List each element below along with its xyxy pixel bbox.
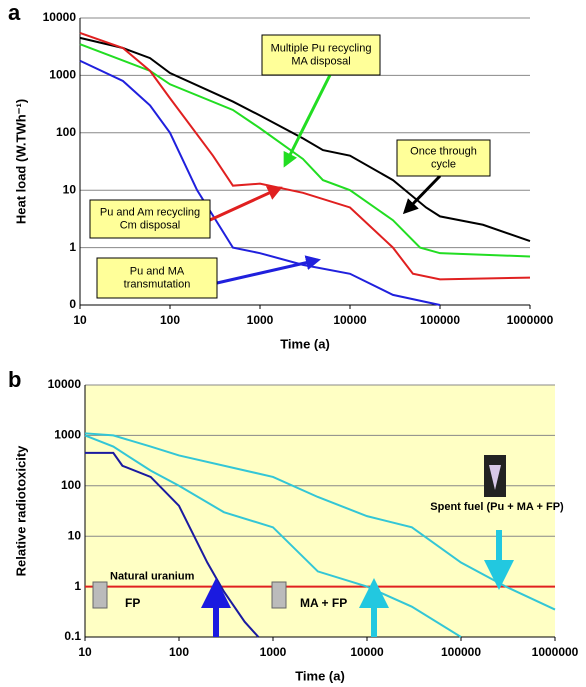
y-tick-label: 10 xyxy=(68,528,82,542)
x-tick-label: 10 xyxy=(73,313,87,327)
annotation-text: transmutation xyxy=(124,278,191,290)
series-line xyxy=(79,36,531,243)
annotation-arrow xyxy=(283,74,332,168)
fuel-icon xyxy=(92,581,108,609)
series-label: MA + FP xyxy=(300,596,347,610)
x-tick-label: 100000 xyxy=(441,645,481,659)
y-tick-label: 10000 xyxy=(43,10,77,24)
y-tick-label: 0 xyxy=(69,297,76,311)
fuel-icon xyxy=(271,581,287,609)
y-tick-label: 1 xyxy=(74,579,81,593)
x-tick-label: 1000 xyxy=(260,645,287,659)
x-tick-label: 100 xyxy=(160,313,180,327)
y-tick-label: 10 xyxy=(63,182,77,196)
series-line xyxy=(85,451,260,638)
x-tick-label: 10 xyxy=(78,645,92,659)
x-axis-label: Time (a) xyxy=(280,336,330,351)
series-line xyxy=(84,432,556,611)
x-tick-label: 100000 xyxy=(420,313,460,327)
x-tick-label: 1000000 xyxy=(507,313,554,327)
annotation-arrow xyxy=(209,186,283,222)
annotation-text: Pu and Am recycling xyxy=(100,206,200,218)
y-axis-label: Heat load (W.TWh⁻¹) xyxy=(13,99,28,224)
series-label: FP xyxy=(125,596,140,610)
y-tick-label: 0.1 xyxy=(64,629,81,643)
x-tick-label: 1000000 xyxy=(532,645,579,659)
series-line xyxy=(84,434,462,638)
annotation-box xyxy=(261,34,381,76)
y-tick-label: 100 xyxy=(61,478,81,492)
annotation-box xyxy=(96,257,218,299)
x-tick-label: 10000 xyxy=(350,645,384,659)
annotation-box xyxy=(89,199,211,239)
fuel-icon-glow xyxy=(489,465,501,490)
series-line xyxy=(79,59,441,306)
series-line xyxy=(79,43,531,258)
annotation-arrow xyxy=(402,174,442,215)
panel-label: a xyxy=(8,0,21,25)
annotation-text: Pu and MA xyxy=(130,265,185,277)
panel-label: b xyxy=(8,367,21,392)
x-axis-label: Time (a) xyxy=(295,668,345,683)
reference-label: Natural uranium xyxy=(110,571,195,583)
x-tick-label: 100 xyxy=(169,645,189,659)
y-tick-label: 1000 xyxy=(49,68,76,82)
y-tick-label: 1 xyxy=(69,240,76,254)
series-line xyxy=(79,31,531,281)
y-tick-label: 10000 xyxy=(48,377,82,391)
y-tick-label: 1000 xyxy=(54,428,81,442)
annotation-arrow xyxy=(216,255,321,285)
annotation-text: Multiple Pu recycling xyxy=(271,42,372,54)
annotation-text: cycle xyxy=(431,158,456,170)
annotation-box xyxy=(396,139,491,177)
x-tick-label: 1000 xyxy=(247,313,274,327)
series-label: Spent fuel (Pu + MA + FP) xyxy=(430,501,564,513)
x-tick-label: 10000 xyxy=(333,313,367,327)
y-tick-label: 100 xyxy=(56,125,76,139)
annotation-text: MA disposal xyxy=(291,55,350,67)
annotation-text: Once through xyxy=(410,145,477,157)
y-axis-label: Relative radiotoxicity xyxy=(13,445,28,577)
plot-area xyxy=(85,385,555,637)
annotation-text: Cm disposal xyxy=(120,219,181,231)
